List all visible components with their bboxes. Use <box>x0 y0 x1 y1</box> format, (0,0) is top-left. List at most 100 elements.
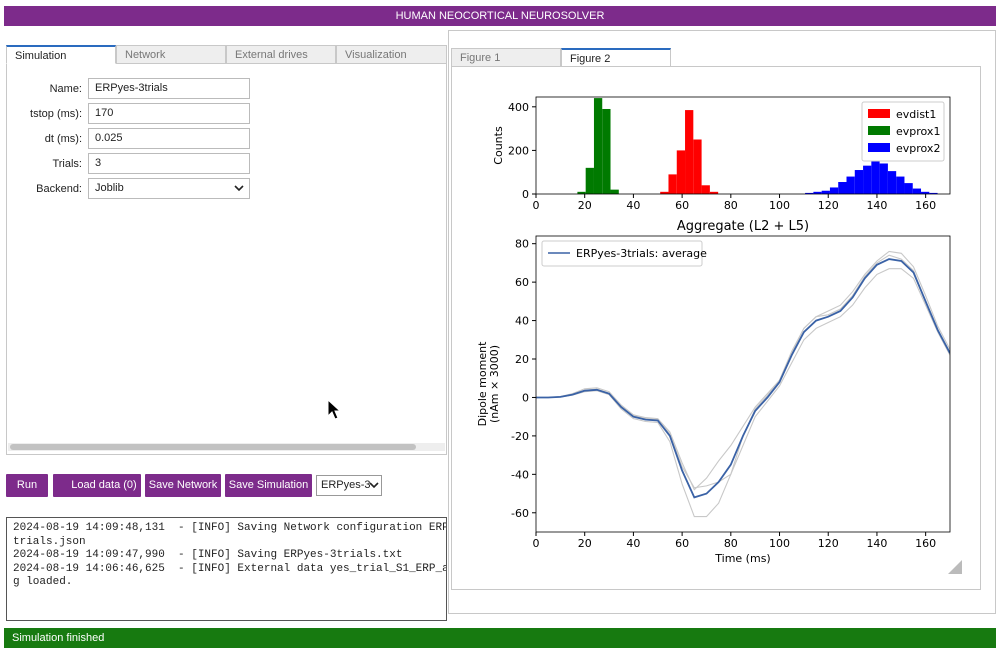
field-label: dt (ms): <box>44 133 82 145</box>
select[interactable]: ERPyes-3 <box>316 475 382 496</box>
log-line: 2024-08-19 14:09:48,131 - [INFO] Saving … <box>13 522 447 534</box>
histogram-bar <box>871 160 880 194</box>
x-tick-label: 80 <box>724 537 738 550</box>
histogram-bar <box>838 182 847 194</box>
x-tick-label: 60 <box>675 199 689 212</box>
histogram-bar <box>887 171 897 194</box>
histogram-bar <box>813 191 822 194</box>
histogram-bar <box>912 188 922 194</box>
log-box: 2024-08-19 14:09:48,131 - [INFO] Saving … <box>6 517 447 621</box>
legend-label: evprox2 <box>896 142 940 155</box>
resize-handle[interactable] <box>948 560 962 574</box>
y-tick-label: 60 <box>515 276 529 289</box>
tab[interactable]: External drives <box>226 45 336 64</box>
legend-label: ERPyes-3trials: average <box>576 247 707 260</box>
x-tick-label: 20 <box>578 537 592 550</box>
x-tick-label: 100 <box>769 537 790 550</box>
button[interactable]: Load data (0) <box>53 474 141 497</box>
x-tick-label: 20 <box>578 199 592 212</box>
chart-title: Aggregate (L2 + L5) <box>677 219 809 234</box>
histogram-bar <box>846 176 855 194</box>
chevron <box>369 482 379 489</box>
histogram-bar <box>660 191 669 194</box>
y-tick-label: 400 <box>508 101 529 114</box>
field-label: Trials: <box>52 158 82 170</box>
y-tick-label: -40 <box>511 468 529 481</box>
x-tick-label: 140 <box>866 537 887 550</box>
histogram-bar <box>668 174 677 194</box>
legend-box <box>541 240 703 267</box>
x-tick-label: 100 <box>769 199 790 212</box>
field-label: Backend: <box>36 183 82 195</box>
text-input[interactable]: 3 <box>88 153 250 174</box>
x-tick-label: 0 <box>533 199 540 212</box>
histogram-bar <box>693 139 702 194</box>
legend-swatch <box>868 126 890 135</box>
histogram-bar <box>829 187 839 194</box>
log-line: 2024-08-19 14:06:46,625 - [INFO] Externa… <box>13 562 447 575</box>
x-tick-label: 120 <box>818 199 839 212</box>
x-axis-label: Time (ms) <box>714 552 770 565</box>
log-line: 2024-08-19 14:09:47,990 - [INFO] Saving … <box>13 549 403 561</box>
tab[interactable]: Simulation <box>6 45 116 64</box>
x-tick-label: 160 <box>915 537 936 550</box>
legend-label: evprox1 <box>896 125 940 138</box>
y-tick-label: 40 <box>515 315 529 328</box>
legend-swatch <box>868 109 890 118</box>
mouse-cursor <box>327 398 342 420</box>
legend-swatch <box>868 143 890 152</box>
y-tick-label: 0 <box>522 188 529 201</box>
y-tick-label: 20 <box>515 353 529 366</box>
line-series <box>536 268 950 518</box>
histogram-bar <box>577 191 586 194</box>
log-line: trials.json <box>13 535 86 548</box>
histogram-bar <box>904 183 913 194</box>
x-tick-label: 0 <box>533 537 540 550</box>
y-axis-label: Dipole moment <box>476 341 489 426</box>
axes-frame <box>535 235 951 533</box>
text-input[interactable]: ERPyes-3trials <box>88 78 250 99</box>
histogram-bar <box>676 150 686 194</box>
y-axis-label: Counts <box>492 126 505 165</box>
button[interactable]: Run <box>6 474 48 497</box>
y-tick-label: 0 <box>522 391 529 404</box>
x-tick-label: 60 <box>675 537 689 550</box>
line-series <box>536 250 950 491</box>
histogram-bar <box>863 165 872 194</box>
text-input[interactable]: 170 <box>88 103 250 124</box>
select[interactable]: Joblib <box>88 178 250 199</box>
field-label: Name: <box>49 83 82 95</box>
y-tick-label: 80 <box>515 238 529 251</box>
histogram-bar <box>685 110 694 194</box>
histogram-bar <box>929 192 938 194</box>
histogram-bar <box>585 167 594 194</box>
button[interactable]: Save Simulation <box>225 474 312 497</box>
y-tick-label: -60 <box>511 507 529 520</box>
tab[interactable]: Visualization <box>336 45 447 64</box>
chevron <box>234 185 244 192</box>
x-tick-label: 40 <box>626 199 640 212</box>
tab[interactable]: Figure 2 <box>561 48 671 67</box>
histogram-bar <box>879 163 888 194</box>
app-header: HUMAN NEOCORTICAL NEUROSOLVER <box>4 6 996 26</box>
figure-area <box>451 66 981 590</box>
histogram-bar <box>805 192 814 194</box>
button[interactable]: Save Network <box>145 474 221 497</box>
histogram-bar <box>821 190 830 194</box>
y-tick-label: 200 <box>508 144 529 157</box>
histogram-bar <box>602 108 611 194</box>
x-tick-label: 120 <box>818 537 839 550</box>
status-bar: Simulation finished <box>4 628 996 648</box>
text-input[interactable]: 0.025 <box>88 128 250 149</box>
histogram-bar <box>610 189 619 194</box>
x-tick-label: 160 <box>915 199 936 212</box>
x-tick-label: 140 <box>866 199 887 212</box>
line-series <box>536 254 950 489</box>
y-tick-label: -20 <box>511 430 529 443</box>
axes-frame <box>535 96 951 195</box>
histogram-bar <box>593 98 603 194</box>
y-axis-label: (nAm × 3000) <box>488 345 501 423</box>
scrollbar-thumb[interactable] <box>10 444 416 450</box>
tab[interactable]: Network <box>116 45 226 64</box>
